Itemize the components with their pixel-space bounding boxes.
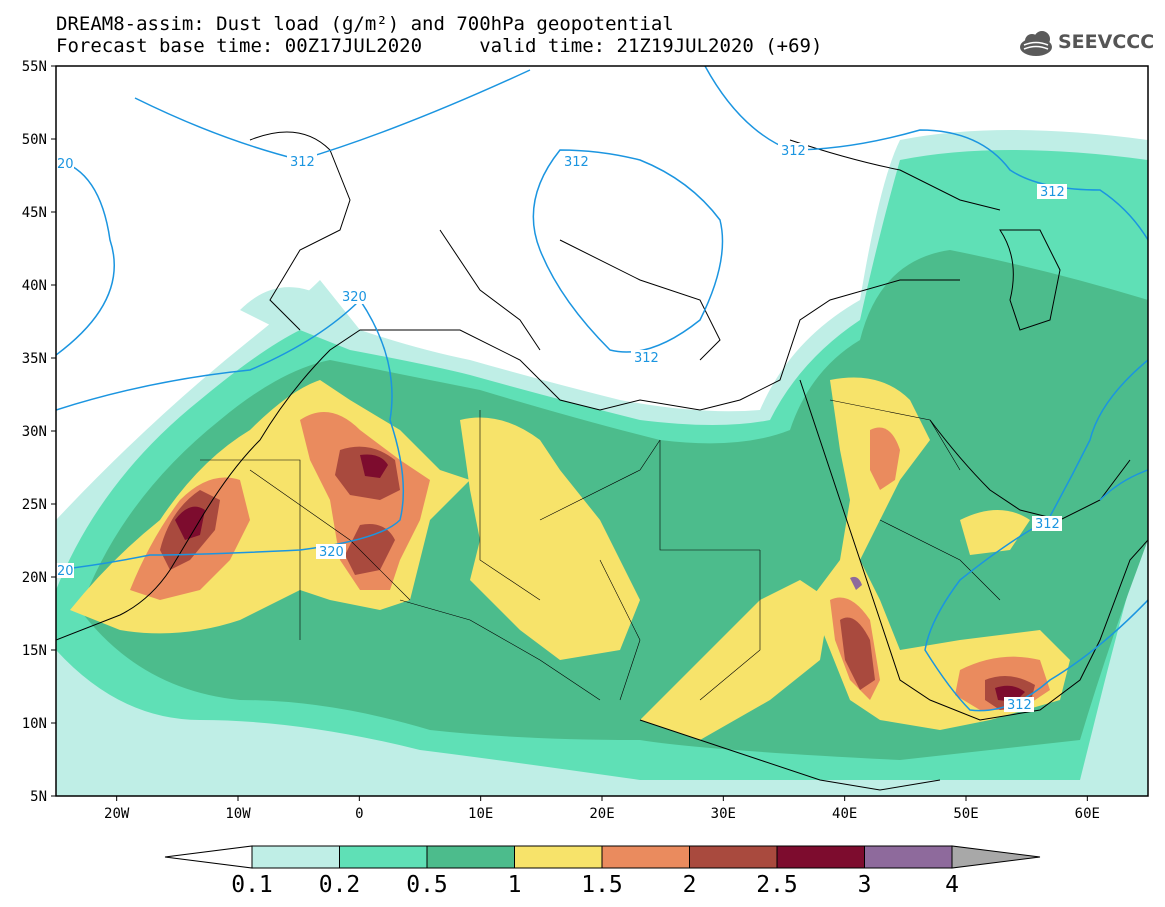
dust-level-8-area — [850, 576, 862, 590]
lat-label: 55N — [22, 59, 47, 75]
lon-label: 20E — [589, 806, 614, 822]
contour-label-20-1: 20 — [56, 156, 74, 172]
map-title: DREAM8-assim: Dust load (g/m²) and 700hP… — [56, 13, 674, 35]
colorbar-label: 0.5 — [406, 872, 448, 898]
contour-label-text: 20 — [57, 564, 74, 579]
contour-20-atlantic — [56, 159, 115, 356]
colorbar-swatch — [426, 845, 515, 869]
colorbar-swatch — [514, 845, 603, 869]
cloud-icon — [1020, 31, 1052, 56]
lat-label: 10N — [22, 716, 47, 732]
colorbar-label: 1.5 — [581, 872, 623, 898]
contour-label-text: 20 — [57, 157, 74, 172]
contour-label-312-3: 312 — [778, 143, 808, 159]
lat-label: 5N — [30, 789, 47, 805]
dust-level-6-area-algeria — [335, 446, 400, 575]
lat-label: 25N — [22, 497, 47, 513]
lat-label: 40N — [22, 278, 47, 294]
dust-level-6-area-eritrea — [840, 617, 875, 690]
dust-level-7-area-algeria — [360, 454, 388, 478]
contour-label-312-4: 312 — [1037, 184, 1067, 200]
lon-label: 0 — [355, 806, 363, 822]
dust-field — [56, 66, 1148, 796]
contour-label-text: 320 — [319, 545, 344, 560]
contour-label-320-2: 320 — [316, 544, 346, 560]
lon-label: 10W — [225, 806, 251, 822]
contour-labels: 312 312 312 312 312 320 320 20 20 312 31… — [56, 143, 1067, 713]
contour-312-balkans — [532, 149, 724, 353]
coastlines — [56, 131, 1148, 791]
lat-label: 15N — [22, 643, 47, 659]
lon-label: 10E — [468, 806, 493, 822]
lat-label: 45N — [22, 205, 47, 221]
colorbar-label: 3 — [858, 872, 872, 898]
contour-label-312-7: 312 — [1004, 697, 1034, 713]
colorbar-swatch — [251, 845, 340, 869]
colorbar-high-arrow — [951, 845, 1041, 869]
colorbar-low-arrow — [164, 845, 253, 869]
lon-label: 50E — [953, 806, 978, 822]
dust-level-1-area-2 — [240, 287, 330, 340]
colorbar-label: 0.1 — [231, 872, 273, 898]
lat-label: 20N — [22, 570, 47, 586]
colorbar-label: 0.2 — [319, 872, 361, 898]
dust-level-7-area-west — [175, 506, 205, 540]
contour-label-312-5: 312 — [631, 350, 661, 366]
dust-level-4-area-sudan — [640, 580, 830, 740]
country-borders — [200, 399, 1001, 701]
map-subtitle: Forecast base time: 00Z17JUL2020 valid t… — [56, 35, 823, 57]
contour-312-gulf — [1099, 469, 1148, 501]
colorbar-swatch — [864, 845, 953, 869]
contour-label-20-2: 20 — [56, 563, 74, 579]
colorbar-label: 2 — [683, 872, 697, 898]
contour-label-text: 312 — [1040, 185, 1065, 200]
colorbar-swatch — [689, 845, 778, 869]
contour-label-text: 320 — [342, 290, 367, 305]
colorbar-swatch — [601, 845, 690, 869]
colorbar-swatch — [339, 845, 428, 869]
latitude-axis: 55N 50N 45N 40N 35N 30N 25N 20N 15N 10N 5N — [22, 59, 56, 805]
dust-level-5-area-algeria — [300, 412, 430, 590]
lat-label: 35N — [22, 351, 47, 367]
contour-label-text: 312 — [1007, 698, 1032, 713]
contour-label-312-6: 312 — [1032, 516, 1062, 532]
lon-label: 40E — [832, 806, 857, 822]
colorbar-label: 2.5 — [756, 872, 798, 898]
longitude-axis: 20W 10W 0 10E 20E 30E 40E 50E 60E — [104, 796, 1100, 822]
contour-label-text: 312 — [564, 155, 589, 170]
contour-320-west — [56, 298, 405, 571]
logo — [1020, 31, 1052, 56]
contour-label-312-1: 312 — [287, 154, 317, 170]
colorbar-label: 4 — [945, 872, 959, 898]
geopotential-contours — [56, 66, 1148, 712]
contour-label-320-1: 320 — [339, 289, 369, 305]
contour-label-text: 312 — [1035, 517, 1060, 532]
colorbar: 0.1 0.2 0.5 1 1.5 2 2.5 3 4 — [164, 845, 1041, 898]
contour-label-text: 312 — [290, 155, 315, 170]
dust-level-4-area-gulf — [960, 510, 1030, 555]
lon-label: 20W — [104, 806, 130, 822]
contour-312-east — [704, 66, 1148, 241]
lat-label: 30N — [22, 424, 47, 440]
logo-text: SEEVCCC — [1058, 31, 1155, 53]
colorbar-label: 1 — [508, 872, 522, 898]
lon-label: 60E — [1075, 806, 1100, 822]
lon-label: 30E — [711, 806, 736, 822]
contour-label-312-2: 312 — [561, 154, 591, 170]
lat-label: 50N — [22, 132, 47, 148]
contour-312-arabia — [924, 359, 1148, 712]
dust-level-5-area-arabia — [870, 427, 900, 490]
dust-level-4-area-central — [460, 417, 640, 660]
colorbar-swatch — [776, 845, 865, 869]
contour-label-text: 312 — [781, 144, 806, 159]
contour-label-text: 312 — [634, 351, 659, 366]
